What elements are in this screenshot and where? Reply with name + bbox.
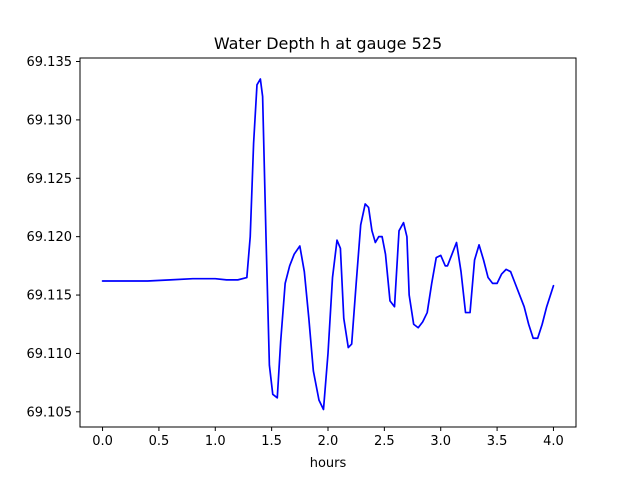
x-tick-label: 1.0 <box>205 434 226 449</box>
y-tick-label: 69.120 <box>27 230 73 245</box>
x-tick-label: 0.0 <box>92 434 113 449</box>
x-tick-label: 2.5 <box>374 434 395 449</box>
x-tick-label: 2.0 <box>318 434 339 449</box>
y-tick-label: 69.130 <box>27 113 73 128</box>
x-tick-label: 4.0 <box>543 434 564 449</box>
x-axis: 0.0 0.5 1.0 1.5 2.0 2.5 3.0 3.5 4.0 <box>92 427 564 449</box>
y-axis: 69.105 69.110 69.115 69.120 69.125 69.130 69.1… <box>27 55 80 420</box>
plot-area <box>101 78 555 411</box>
y-tick-label: 69.105 <box>27 405 73 420</box>
x-axis-label: hours <box>310 456 347 471</box>
x-tick-label: 3.0 <box>430 434 451 449</box>
x-tick-label: 3.5 <box>487 434 508 449</box>
y-tick-label: 69.110 <box>27 347 73 362</box>
x-tick-label: 0.5 <box>149 434 170 449</box>
y-tick-label: 69.125 <box>27 172 73 187</box>
chart-title: Water Depth h at gauge 525 <box>214 34 442 53</box>
x-tick-label: 1.5 <box>261 434 282 449</box>
y-tick-label: 69.115 <box>27 289 73 304</box>
series-line-0 <box>101 78 555 411</box>
y-tick-label: 69.135 <box>27 55 73 70</box>
